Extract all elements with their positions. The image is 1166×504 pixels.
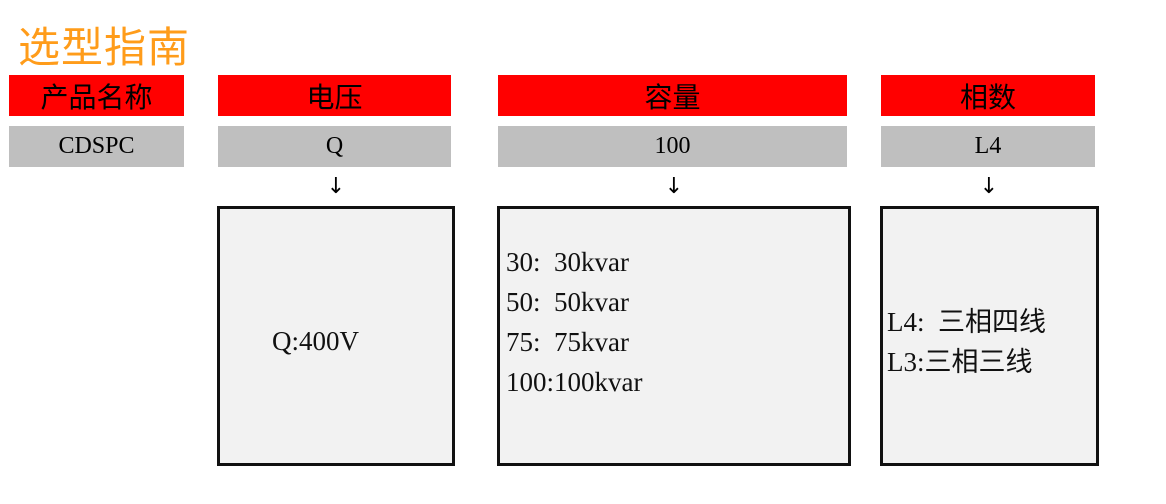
arrow-down-icon: ↓ (664, 174, 684, 199)
phase-option: L4: 三相四线 (887, 307, 1046, 337)
value-voltage: Q (218, 126, 451, 167)
value-capacity: 100 (498, 126, 847, 167)
header-voltage: 电压 (218, 75, 451, 116)
voltage-option: Q:400V (272, 326, 359, 356)
value-product-name: CDSPC (9, 126, 184, 167)
header-phases: 相数 (881, 75, 1095, 116)
capacity-option: 100:100kvar (506, 367, 643, 397)
page-title: 选型指南 (18, 23, 191, 72)
value-phases: L4 (881, 126, 1095, 167)
arrow-down-icon: ↓ (979, 174, 999, 199)
capacity-option: 30: 30kvar (506, 247, 629, 277)
header-product-name: 产品名称 (9, 75, 184, 116)
phase-option: L3:三相三线 (887, 347, 1033, 377)
capacity-option: 50: 50kvar (506, 287, 629, 317)
arrow-down-icon: ↓ (326, 174, 346, 199)
capacity-option: 75: 75kvar (506, 327, 629, 357)
header-capacity: 容量 (498, 75, 847, 116)
voltage-options-box: Q:400V (217, 206, 455, 466)
capacity-options-box: 30: 30kvar 50: 50kvar 75: 75kvar 100:100… (497, 206, 851, 466)
phases-options-box: L4: 三相四线 L3:三相三线 (880, 206, 1099, 466)
